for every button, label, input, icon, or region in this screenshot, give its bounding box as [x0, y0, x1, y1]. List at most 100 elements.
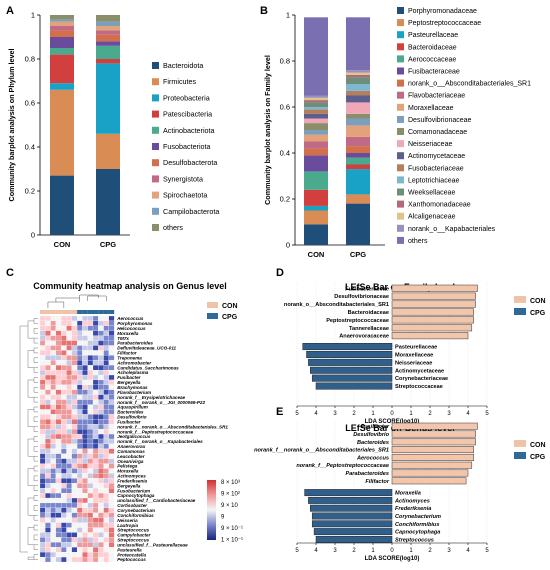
heatmap-cell — [98, 384, 104, 390]
heatmap-cell — [39, 542, 46, 548]
heatmap-cell — [92, 389, 99, 395]
heatmap-row-label: Moraxella — [117, 331, 139, 336]
lda-bar-con — [391, 453, 474, 461]
heatmap-cell — [87, 370, 94, 376]
heatmap-cell — [98, 325, 104, 331]
bar-segment — [304, 123, 328, 130]
heatmap-cell — [50, 355, 56, 361]
heatmap-cell — [108, 473, 115, 479]
heatmap-cell — [87, 345, 94, 351]
heatmap-cell — [66, 429, 72, 435]
heatmap-cell — [103, 478, 109, 484]
heatmap-cell — [45, 438, 51, 445]
color-scale-label: 9 × 10² — [221, 492, 240, 498]
bar-segment — [50, 83, 74, 90]
y-tick-label: 0 — [286, 241, 290, 250]
heatmap-cell — [66, 438, 72, 445]
heatmap-cell — [71, 433, 78, 440]
bar-segment — [50, 21, 74, 26]
heatmap-cell — [45, 488, 51, 494]
heatmap-cell — [61, 365, 67, 371]
heatmap-cell — [103, 365, 109, 371]
x-tick-label: 2 — [428, 548, 432, 554]
heatmap-cell — [39, 325, 46, 331]
bar-segment — [304, 113, 328, 119]
x-tick-label: 4 — [314, 548, 318, 554]
heatmap-cell — [103, 345, 109, 351]
heatmap-cell — [71, 497, 78, 504]
x-tick-label: 2 — [428, 411, 432, 417]
heatmap-cell — [45, 453, 51, 459]
heatmap-cell — [108, 399, 115, 405]
heatmap-cell — [76, 488, 83, 494]
heatmap-cell — [50, 335, 56, 341]
heatmap-cell — [98, 315, 104, 322]
legend-swatch — [397, 236, 404, 244]
heatmap-cell — [45, 478, 51, 484]
heatmap-cell — [50, 483, 56, 489]
heatmap-cell — [76, 409, 83, 415]
heatmap-cell — [71, 493, 78, 499]
bar-segment — [304, 210, 328, 225]
heatmap-cell — [98, 552, 104, 558]
heatmap-cell — [45, 556, 51, 563]
heatmap-cell — [108, 404, 115, 410]
heatmap-cell — [45, 330, 51, 336]
heatmap-cell — [76, 517, 83, 523]
lda-bar-cpg — [311, 512, 393, 520]
heatmap-cell — [55, 409, 62, 415]
heatmap-cell — [92, 345, 99, 351]
heatmap-row-label: Fusibacter — [117, 419, 140, 424]
heatmap-cell — [66, 468, 72, 474]
heatmap-cell — [66, 389, 72, 395]
heatmap-cell — [61, 409, 67, 415]
heatmap-cell — [98, 463, 104, 469]
heatmap-cell — [103, 473, 109, 479]
heatmap-cell — [50, 556, 56, 563]
heatmap-cell — [76, 384, 83, 390]
heatmap-row-label: Helcococcus — [117, 326, 146, 331]
heatmap-cell — [82, 424, 88, 430]
heatmap-cell — [39, 345, 46, 351]
heatmap-cell — [66, 522, 72, 528]
x-tick-label: 5 — [485, 411, 489, 417]
heatmap-cell — [98, 537, 104, 543]
heatmap-row-label: norank_f__Peptostreptococcaceae — [117, 429, 194, 434]
x-tick-label: 1 — [409, 411, 413, 417]
heatmap-cell — [55, 547, 62, 553]
group-strip-cell — [82, 310, 88, 314]
heatmap-cell — [45, 542, 51, 548]
bar-segment — [304, 95, 328, 98]
heatmap-cell — [39, 463, 46, 469]
bar-segment — [96, 41, 120, 46]
y-tick-label: 1 — [31, 11, 35, 20]
heatmap-cell — [98, 345, 104, 351]
bar-segment — [346, 84, 370, 91]
heatmap-cell — [61, 325, 67, 331]
lda-bar-label: Corynebacteriaceae — [395, 376, 448, 382]
heatmap-cell — [45, 552, 51, 558]
heatmap-cell — [103, 522, 109, 528]
heatmap-cell — [45, 532, 51, 538]
heatmap-cell — [55, 537, 62, 543]
heatmap-cell — [71, 389, 78, 395]
heatmap-cell — [55, 429, 62, 435]
lda-bar-con — [391, 446, 474, 454]
legend-swatch — [397, 103, 404, 111]
y-tick-label: 0.8 — [25, 55, 35, 64]
bar-segment — [304, 17, 328, 96]
heatmap-cell — [103, 424, 109, 430]
heatmap-cell — [66, 424, 72, 430]
heatmap-cell — [50, 320, 56, 326]
heatmap-cell — [108, 345, 115, 351]
heatmap-cell — [87, 458, 94, 464]
lda-bar-con — [391, 324, 473, 332]
bar-segment — [346, 95, 370, 103]
heatmap-cell — [98, 350, 104, 356]
lda-bar-con — [391, 438, 476, 446]
heatmap-cell — [61, 463, 67, 469]
heatmap-cell — [87, 556, 94, 563]
heatmap-cell — [55, 384, 62, 390]
heatmap-cell — [45, 379, 51, 385]
heatmap-row-label: unclassified_f__Pasteurellaceae — [117, 542, 188, 547]
